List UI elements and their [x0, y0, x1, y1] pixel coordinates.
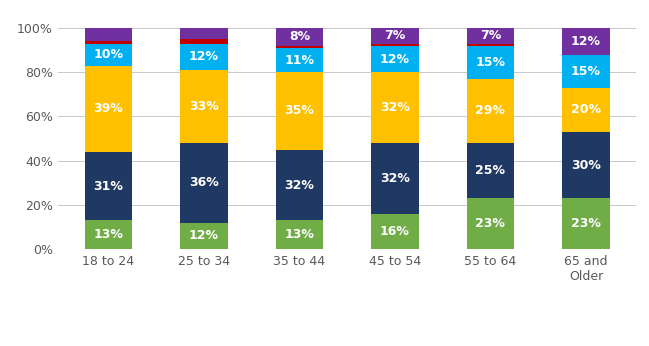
Bar	[180, 70, 228, 143]
Bar	[562, 28, 610, 55]
Bar	[562, 55, 610, 88]
Bar	[276, 28, 323, 46]
Text: 15%: 15%	[571, 65, 601, 78]
Bar	[467, 46, 514, 79]
Text: 30%: 30%	[571, 158, 601, 172]
Text: 33%: 33%	[189, 100, 219, 113]
Text: 8%: 8%	[289, 30, 310, 43]
Bar	[467, 143, 514, 198]
Bar	[84, 66, 132, 152]
Bar	[467, 198, 514, 249]
Text: 23%: 23%	[571, 217, 601, 230]
Text: 12%: 12%	[571, 35, 601, 48]
Bar	[84, 41, 132, 44]
Text: 13%: 13%	[284, 228, 314, 241]
Text: 35%: 35%	[284, 104, 314, 117]
Text: 32%: 32%	[380, 172, 410, 185]
Text: 25%: 25%	[476, 164, 506, 177]
Bar	[84, 44, 132, 66]
Text: 12%: 12%	[189, 229, 219, 242]
Bar	[371, 72, 419, 143]
Bar	[371, 143, 419, 214]
Text: 12%: 12%	[380, 53, 410, 65]
Bar	[180, 44, 228, 70]
Bar	[371, 28, 419, 44]
Text: 31%: 31%	[93, 180, 123, 193]
Bar	[180, 222, 228, 249]
Text: 12%: 12%	[189, 50, 219, 63]
Text: 39%: 39%	[93, 102, 123, 115]
Bar	[276, 48, 323, 72]
Text: 32%: 32%	[380, 101, 410, 114]
Bar	[562, 88, 610, 132]
Bar	[180, 143, 228, 222]
Bar	[276, 72, 323, 149]
Text: 15%: 15%	[476, 56, 506, 69]
Bar	[84, 152, 132, 220]
Text: 7%: 7%	[480, 29, 501, 42]
Text: 36%: 36%	[189, 176, 219, 189]
Bar	[84, 28, 132, 41]
Bar	[276, 220, 323, 249]
Text: 20%: 20%	[571, 103, 601, 116]
Bar	[180, 39, 228, 44]
Bar	[562, 132, 610, 198]
Bar	[84, 220, 132, 249]
Bar	[371, 44, 419, 46]
Text: 23%: 23%	[476, 217, 506, 230]
Text: 11%: 11%	[284, 54, 315, 67]
Text: 32%: 32%	[284, 179, 314, 192]
Bar	[371, 46, 419, 72]
Bar	[180, 28, 228, 39]
Text: 10%: 10%	[93, 48, 123, 61]
Bar	[467, 79, 514, 143]
Bar	[467, 44, 514, 46]
Bar	[371, 214, 419, 249]
Bar	[562, 198, 610, 249]
Bar	[276, 46, 323, 48]
Bar	[467, 28, 514, 44]
Text: 7%: 7%	[384, 29, 406, 42]
Text: 16%: 16%	[380, 225, 410, 238]
Text: 13%: 13%	[93, 228, 123, 241]
Text: 29%: 29%	[476, 104, 506, 117]
Bar	[276, 149, 323, 220]
